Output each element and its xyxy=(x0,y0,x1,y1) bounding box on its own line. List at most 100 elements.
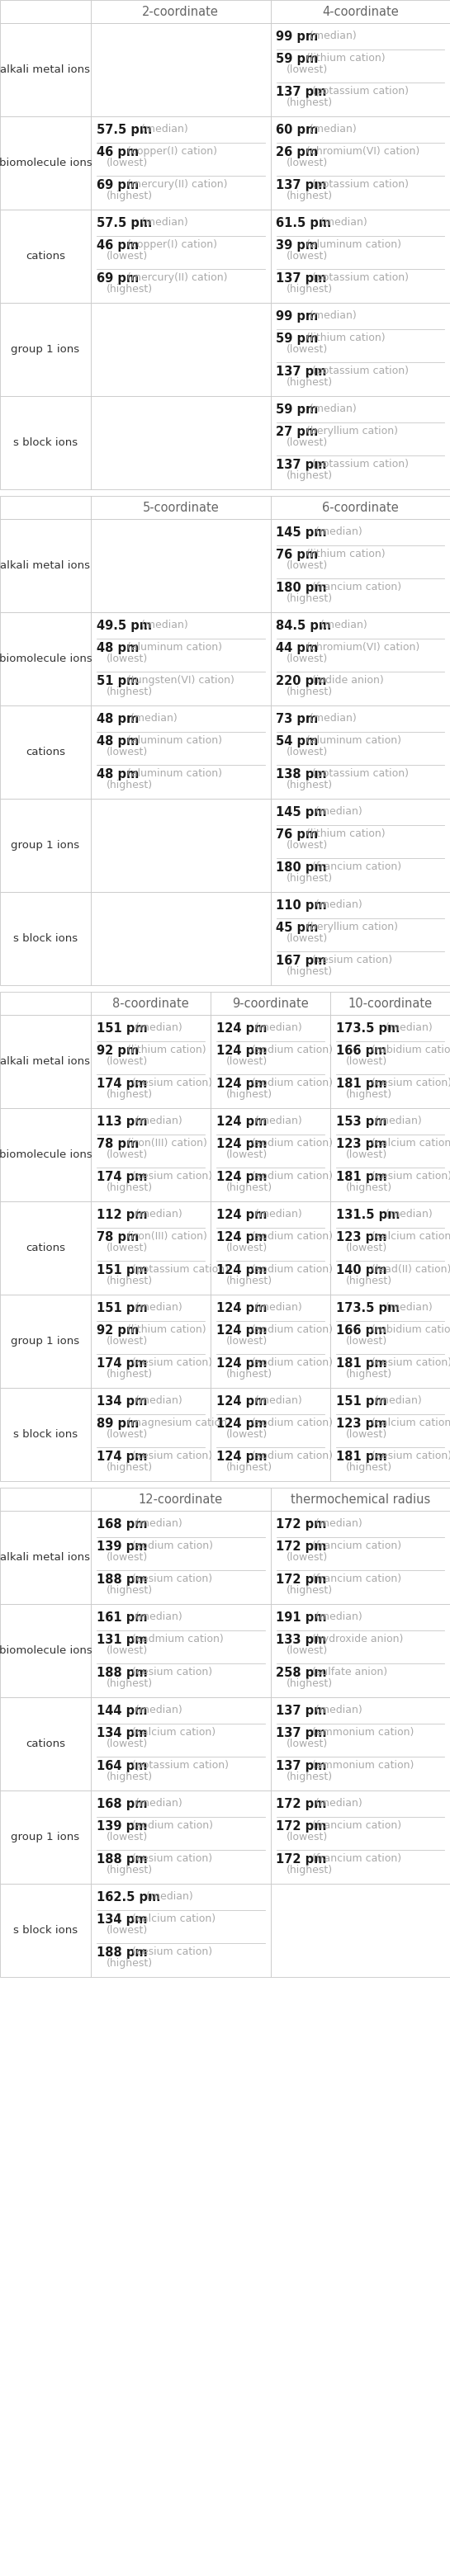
Text: 137 pm: 137 pm xyxy=(276,1759,327,1772)
Text: (lowest): (lowest) xyxy=(107,654,148,665)
Text: 124 pm: 124 pm xyxy=(216,1023,267,1036)
Text: (lowest): (lowest) xyxy=(286,345,328,355)
Text: (lowest): (lowest) xyxy=(107,1430,148,1440)
Text: 60 pm: 60 pm xyxy=(276,124,319,137)
Text: 151 pm: 151 pm xyxy=(97,1023,148,1036)
Text: (lowest): (lowest) xyxy=(286,157,328,167)
Bar xyxy=(0,0,91,23)
Text: 69 pm: 69 pm xyxy=(97,180,139,191)
Text: 174 pm: 174 pm xyxy=(97,1358,147,1370)
Text: (sodium cation): (sodium cation) xyxy=(248,1046,333,1056)
Text: 46 pm: 46 pm xyxy=(97,240,139,252)
Text: (cadmium cation): (cadmium cation) xyxy=(129,1633,224,1643)
Bar xyxy=(91,23,270,116)
Text: (sodium cation): (sodium cation) xyxy=(248,1231,333,1242)
Text: 124 pm: 124 pm xyxy=(216,1139,267,1151)
Text: (highest): (highest) xyxy=(107,1090,153,1100)
Text: (calcium cation): (calcium cation) xyxy=(368,1417,450,1427)
Text: s block ions: s block ions xyxy=(13,438,78,448)
Bar xyxy=(91,1200,211,1296)
Text: (highest): (highest) xyxy=(226,1182,273,1193)
Bar xyxy=(270,397,450,489)
Text: (sodium cation): (sodium cation) xyxy=(248,1077,333,1087)
Text: (rubidium cation): (rubidium cation) xyxy=(368,1324,450,1334)
Bar xyxy=(91,1489,270,1510)
Text: 92 pm: 92 pm xyxy=(97,1046,139,1056)
Text: 174 pm: 174 pm xyxy=(97,1172,147,1182)
Text: 133 pm: 133 pm xyxy=(276,1633,327,1646)
Text: (highest): (highest) xyxy=(346,1463,392,1473)
Text: (lowest): (lowest) xyxy=(226,1056,268,1066)
Text: 61.5 pm: 61.5 pm xyxy=(276,216,332,229)
Text: (cesium cation): (cesium cation) xyxy=(129,1172,212,1182)
Text: 27 pm: 27 pm xyxy=(276,425,319,438)
Bar xyxy=(0,1605,91,1698)
Text: (highest): (highest) xyxy=(286,685,333,698)
Text: s block ions: s block ions xyxy=(13,933,78,943)
Bar xyxy=(0,23,91,116)
Text: (potassium cation): (potassium cation) xyxy=(308,366,408,376)
Text: 137 pm: 137 pm xyxy=(276,273,327,286)
Text: alkali metal ions: alkali metal ions xyxy=(0,1551,90,1564)
Text: (ammonium cation): (ammonium cation) xyxy=(308,1759,414,1770)
Text: (median): (median) xyxy=(129,1517,182,1530)
Text: s block ions: s block ions xyxy=(13,1430,78,1440)
Text: (highest): (highest) xyxy=(346,1368,392,1381)
Text: (mercury(II) cation): (mercury(II) cation) xyxy=(123,180,227,191)
Bar xyxy=(330,1200,450,1296)
Text: (mercury(II) cation): (mercury(II) cation) xyxy=(123,273,227,283)
Bar xyxy=(211,1296,330,1388)
Text: (median): (median) xyxy=(308,806,362,817)
Bar xyxy=(330,1388,450,1481)
Text: 44 pm: 44 pm xyxy=(276,641,319,654)
Text: 26 pm: 26 pm xyxy=(276,147,319,157)
Text: 9-coordinate: 9-coordinate xyxy=(232,997,309,1010)
Bar xyxy=(0,706,91,799)
Text: 124 pm: 124 pm xyxy=(216,1396,267,1406)
Text: 123 pm: 123 pm xyxy=(336,1417,387,1430)
Text: (cesium cation): (cesium cation) xyxy=(308,956,392,966)
Bar xyxy=(91,1605,270,1698)
Text: (lowest): (lowest) xyxy=(107,1149,148,1159)
Text: 174 pm: 174 pm xyxy=(97,1450,147,1463)
Bar xyxy=(0,1698,91,1790)
Text: 124 pm: 124 pm xyxy=(216,1077,267,1090)
Text: (sulfate anion): (sulfate anion) xyxy=(308,1667,387,1677)
Text: (sodium cation): (sodium cation) xyxy=(248,1139,333,1149)
Text: (highest): (highest) xyxy=(107,1584,153,1595)
Bar xyxy=(270,1883,450,1976)
Text: cations: cations xyxy=(26,1242,65,1255)
Text: 99 pm: 99 pm xyxy=(276,309,319,322)
Text: biomolecule ions: biomolecule ions xyxy=(0,1646,92,1656)
Text: (median): (median) xyxy=(248,1396,302,1406)
Text: 168 pm: 168 pm xyxy=(97,1517,148,1530)
Text: 5-coordinate: 5-coordinate xyxy=(142,502,219,513)
Text: (median): (median) xyxy=(303,714,356,724)
Text: 181 pm: 181 pm xyxy=(336,1450,387,1463)
Text: (median): (median) xyxy=(129,1798,182,1808)
Text: biomolecule ions: biomolecule ions xyxy=(0,1149,92,1159)
Text: 46 pm: 46 pm xyxy=(97,147,139,157)
Text: (lowest): (lowest) xyxy=(286,933,328,943)
Text: (francium cation): (francium cation) xyxy=(308,1852,401,1865)
Text: group 1 ions: group 1 ions xyxy=(11,345,80,355)
Text: (sodium cation): (sodium cation) xyxy=(248,1358,333,1368)
Bar xyxy=(0,116,91,209)
Bar xyxy=(0,992,91,1015)
Text: (highest): (highest) xyxy=(286,781,333,791)
Text: 144 pm: 144 pm xyxy=(97,1705,147,1718)
Bar xyxy=(91,992,211,1015)
Text: 124 pm: 124 pm xyxy=(216,1231,267,1244)
Bar xyxy=(0,1790,91,1883)
Text: (highest): (highest) xyxy=(346,1090,392,1100)
Text: alkali metal ions: alkali metal ions xyxy=(0,559,90,572)
Text: 57.5 pm: 57.5 pm xyxy=(97,124,152,137)
Bar xyxy=(91,397,270,489)
Bar xyxy=(211,1015,330,1108)
Text: (median): (median) xyxy=(134,216,188,227)
Text: 112 pm: 112 pm xyxy=(97,1208,148,1221)
Text: 124 pm: 124 pm xyxy=(216,1301,267,1314)
Text: (lowest): (lowest) xyxy=(226,1149,268,1159)
Text: (highest): (highest) xyxy=(107,685,153,698)
Bar xyxy=(0,518,91,613)
